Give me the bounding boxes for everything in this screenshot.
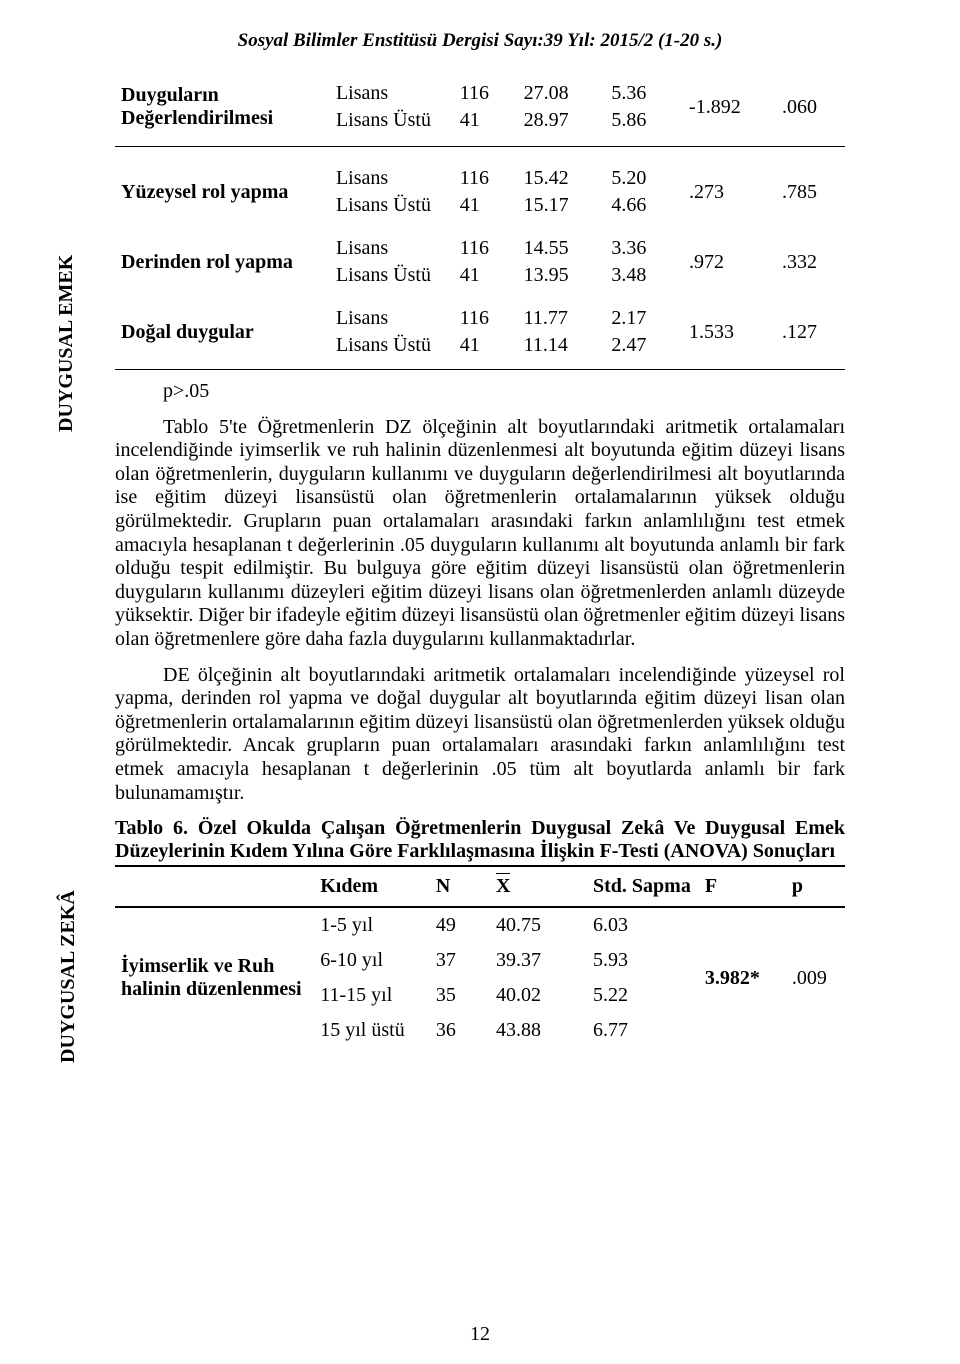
cell-t: 1.533 [683,305,776,359]
cell: 14.55 [518,235,606,262]
cell: Lisans Üstü [330,262,454,289]
cell: 41 [454,332,518,359]
table-row: Duyguların Değerlendirilmesi Lisans 116 … [115,80,845,107]
cell: 40.02 [490,978,587,1013]
col-f: F [699,866,786,907]
cell-p: .785 [776,165,845,219]
row-label: Yüzeysel rol yapma [115,165,330,219]
cell: 116 [454,305,518,332]
p-note: p>.05 [115,380,845,404]
cell: 2.47 [605,332,683,359]
table-row: Doğal duygular Lisans 116 11.77 2.17 1.5… [115,305,845,332]
col-p: p [786,866,845,907]
cell: 5.22 [587,978,699,1013]
cell: 28.97 [518,107,606,134]
group-label: İyimserlik ve Ruh halinin düzenlenmesi [115,907,314,1048]
cell: 15.17 [518,192,606,219]
table6-vertical-label: DUYGUSAL ZEKÂ [57,890,80,1063]
table6: DUYGUSAL ZEKÂ Kıdem N X Std. Sapma F p İ… [115,865,845,1048]
cell: 36 [430,1013,490,1048]
row-label: Doğal duygular [115,305,330,359]
cell: 5.20 [605,165,683,192]
cell: Lisans Üstü [330,332,454,359]
col-sd: Std. Sapma [587,866,699,907]
cell: 116 [454,235,518,262]
running-head: Sosyal Bilimler Enstitüsü Dergisi Sayı:3… [115,30,845,52]
table-row: İyimserlik ve Ruh halinin düzenlenmesi 1… [115,907,845,943]
cell: 27.08 [518,80,606,107]
cell: 6-10 yıl [314,943,430,978]
paragraph-1: Tablo 5'te Öğretmenlerin DZ ölçeğinin al… [115,416,845,652]
row-label: Derinden rol yapma [115,235,330,289]
cell-t: .972 [683,235,776,289]
cell-p: .060 [776,80,845,134]
cell-t: -1.892 [683,80,776,134]
cell-p: .009 [786,907,845,1048]
cell: 5.93 [587,943,699,978]
table5: DUYGUSAL EMEK Duyguların Değerlendirilme… [115,80,845,374]
cell: 2.17 [605,305,683,332]
cell: 41 [454,107,518,134]
cell-p: .332 [776,235,845,289]
cell: 4.66 [605,192,683,219]
cell: Lisans [330,165,454,192]
cell: Lisans [330,235,454,262]
cell-t: .273 [683,165,776,219]
cell: 3.36 [605,235,683,262]
cell: 6.77 [587,1013,699,1048]
cell: 39.37 [490,943,587,978]
col-n: N [430,866,490,907]
cell: Lisans [330,305,454,332]
table6-header-row: Kıdem N X Std. Sapma F p [115,866,845,907]
cell: 11-15 yıl [314,978,430,1013]
table6-title: Tablo 6. Özel Okulda Çalışan Öğretmenler… [115,817,845,863]
cell: 5.36 [605,80,683,107]
cell: 116 [454,165,518,192]
col-kidem: Kıdem [314,866,430,907]
cell: 13.95 [518,262,606,289]
cell: 3.48 [605,262,683,289]
cell: Lisans Üstü [330,192,454,219]
cell: 41 [454,262,518,289]
cell: 116 [454,80,518,107]
cell: 41 [454,192,518,219]
cell: 43.88 [490,1013,587,1048]
paragraph-2: DE ölçeğinin alt boyutlarındaki aritmeti… [115,664,845,806]
page-number: 12 [0,1323,960,1346]
cell-p: .127 [776,305,845,359]
table-row: Derinden rol yapma Lisans 116 14.55 3.36… [115,235,845,262]
cell: 40.75 [490,907,587,943]
cell: 37 [430,943,490,978]
row-label: Duyguların Değerlendirilmesi [115,80,330,134]
cell: 49 [430,907,490,943]
cell: 11.77 [518,305,606,332]
cell-f: 3.982* [699,907,786,1048]
cell: Lisans [330,80,454,107]
cell: 11.14 [518,332,606,359]
table5-vertical-label: DUYGUSAL EMEK [55,255,78,432]
cell: 35 [430,978,490,1013]
col-xbar: X [490,866,587,907]
cell: 5.86 [605,107,683,134]
cell: 15.42 [518,165,606,192]
cell: 15 yıl üstü [314,1013,430,1048]
table-row: Yüzeysel rol yapma Lisans 116 15.42 5.20… [115,165,845,192]
cell: 6.03 [587,907,699,943]
cell: 1-5 yıl [314,907,430,943]
cell: Lisans Üstü [330,107,454,134]
